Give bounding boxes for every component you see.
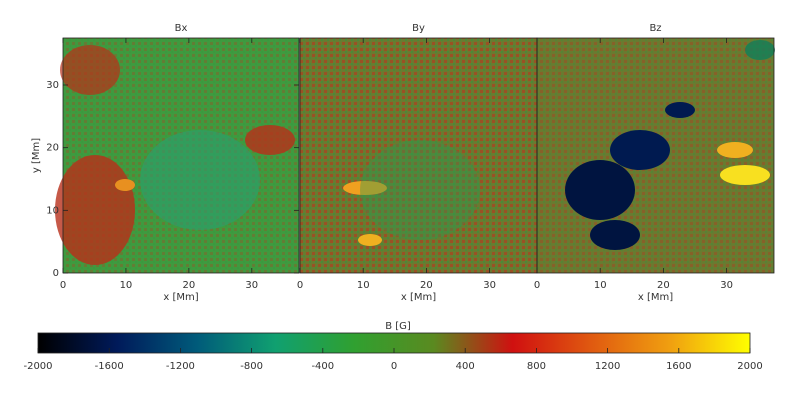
- y-axis-label: y [Mm]: [31, 138, 42, 173]
- y-tick-label: 20: [46, 143, 59, 154]
- x-tick-label: 10: [594, 280, 607, 291]
- x-tick-label: 0: [297, 280, 303, 291]
- panel-title: Bx: [175, 23, 188, 34]
- colorbar-tick-label: -1600: [95, 361, 124, 372]
- panel-title: Bz: [649, 23, 661, 34]
- x-tick-label: 30: [245, 280, 258, 291]
- colorbar-label: B [G]: [385, 321, 411, 332]
- y-tick-label: 10: [46, 205, 59, 216]
- x-axis-label: x [Mm]: [401, 292, 436, 303]
- colorbar-tick-label: 1600: [666, 361, 691, 372]
- colorbar-tick-label: -800: [240, 361, 263, 372]
- colorbar-tick-label: 2000: [737, 361, 762, 372]
- colorbar-tick-label: -400: [311, 361, 334, 372]
- y-tick-label: 30: [46, 80, 59, 91]
- x-tick-label: 0: [534, 280, 540, 291]
- colorbar-tick-label: -1200: [166, 361, 195, 372]
- x-tick-label: 20: [657, 280, 670, 291]
- panel-image-bx: [55, 38, 299, 273]
- colorbar-tick-label: 0: [391, 361, 397, 372]
- panel-image-bz: [537, 38, 775, 273]
- panel-frame: [62, 37, 300, 274]
- colorbar-tick-label: 1200: [595, 361, 620, 372]
- x-tick-label: 20: [182, 280, 195, 291]
- x-tick-label: 30: [483, 280, 496, 291]
- panel-image-by: [300, 38, 537, 273]
- colorbar-tick-label: -2000: [23, 361, 52, 372]
- x-tick-label: 10: [120, 280, 133, 291]
- x-axis-label: x [Mm]: [163, 292, 198, 303]
- panel-title: By: [412, 23, 425, 34]
- colorbar-tick-label: 800: [527, 361, 546, 372]
- colorbar-tick-label: 400: [456, 361, 475, 372]
- panel-frame: [536, 37, 775, 274]
- x-tick-label: 10: [357, 280, 370, 291]
- y-tick-label: 0: [53, 268, 59, 279]
- x-tick-label: 30: [720, 280, 733, 291]
- x-axis-label: x [Mm]: [638, 292, 673, 303]
- x-tick-label: 0: [60, 280, 66, 291]
- x-tick-label: 20: [420, 280, 433, 291]
